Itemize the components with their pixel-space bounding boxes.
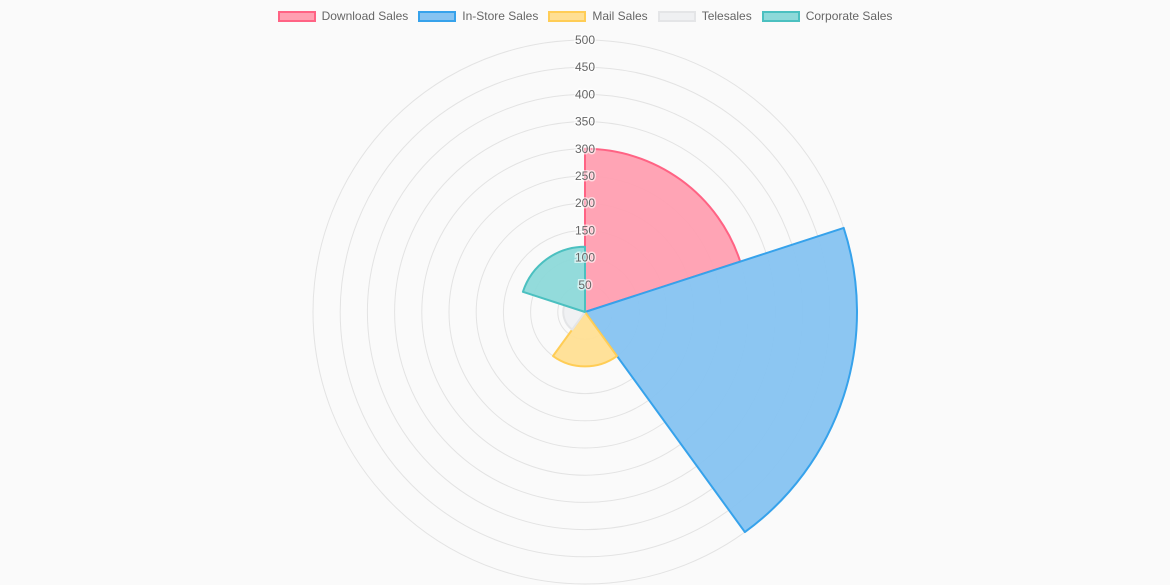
legend-item-mail-sales[interactable]: Mail Sales (548, 7, 648, 25)
legend-item-download-sales[interactable]: Download Sales (277, 7, 409, 25)
tick-label: 150 (575, 223, 595, 237)
legend-swatch (657, 10, 696, 22)
sector-corporate-sales[interactable] (521, 245, 586, 313)
legend-item-telesales[interactable]: Telesales (657, 7, 752, 25)
legend-swatch (418, 10, 457, 22)
legend-swatch (548, 10, 587, 22)
legend-label: Telesales (701, 9, 752, 23)
tick-label: 400 (575, 87, 595, 101)
legend-item-in-store-sales[interactable]: In-Store Sales (418, 7, 538, 25)
tick-label: 350 (575, 115, 595, 129)
legend-label: Download Sales (321, 9, 409, 23)
tick-label: 50 (578, 278, 592, 292)
legend-swatch (761, 10, 800, 22)
sector-in-store-sales[interactable] (584, 226, 858, 534)
legend-label: Corporate Sales (805, 9, 893, 23)
sector-download-sales[interactable] (584, 147, 742, 313)
tick-label: 100 (575, 251, 595, 265)
tick-label: 450 (575, 60, 595, 74)
legend-label: Mail Sales (592, 9, 648, 23)
legend-label: In-Store Sales (462, 9, 539, 23)
chart-legend: Download Sales In-Store Sales Mail Sales Te… (0, 7, 1170, 25)
tick-label: 200 (575, 196, 595, 210)
tick-label: 250 (575, 169, 595, 183)
legend-item-corporate-sales[interactable]: Corporate Sales (761, 7, 893, 25)
tick-label: 300 (575, 142, 595, 156)
tick-labels: 50 100 150 200 250 300 350 400 450 500 (573, 32, 596, 294)
legend-swatch (277, 10, 316, 22)
sectors (521, 147, 858, 534)
sector-mail-sales[interactable] (552, 311, 618, 368)
tick-label: 500 (575, 33, 595, 47)
